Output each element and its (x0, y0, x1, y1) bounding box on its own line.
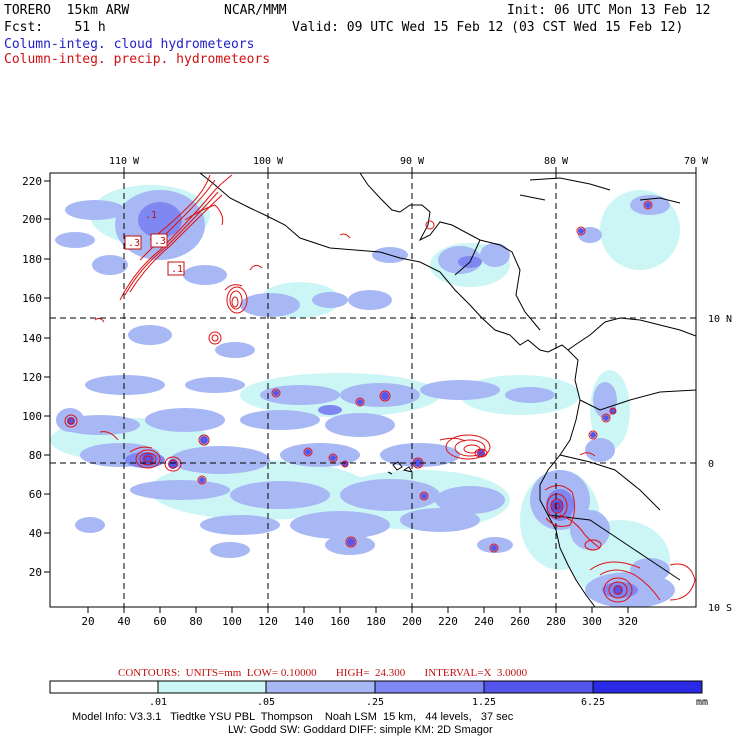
x-tick-label: 280 (546, 615, 566, 628)
x-tick-label: 120 (258, 615, 278, 628)
color-legend: .01 .05 .25 1.25 6.25 mm (49, 680, 708, 708)
lon-label-90w: 90 W (400, 156, 425, 167)
legend-unit: mm (696, 697, 708, 708)
x-tick-label: 80 (189, 615, 202, 628)
model-info-line-1: Model Info: V3.3.1 Tiedtke YSU PBL Thomp… (72, 711, 514, 723)
x-tick-label: 320 (618, 615, 638, 628)
legend-tick-label: .05 (257, 697, 275, 708)
x-tick-label: 100 (222, 615, 242, 628)
y-tick-label: 40 (29, 527, 42, 540)
x-tick-label: 60 (153, 615, 166, 628)
contour-label: .1 (145, 210, 157, 221)
model-info-line-2: LW: Godd SW: Goddard DIFF: simple KM: 2D… (228, 724, 493, 736)
org-label: NCAR/MMM (224, 3, 287, 18)
y-tick-label: 160 (22, 292, 42, 305)
legend-tick-label: 6.25 (581, 697, 605, 708)
coastlines (199, 173, 696, 607)
frame-ticks (44, 167, 697, 613)
legend-swatch-4 (483, 680, 594, 694)
x-tick-label: 140 (294, 615, 314, 628)
y-tick-label: 200 (22, 213, 42, 226)
legend-swatch-3 (374, 680, 485, 694)
y-tick-label: 100 (22, 410, 42, 423)
contour-label: .3 (154, 236, 166, 247)
legend-swatch-0 (49, 680, 159, 694)
y-tick-label: 60 (29, 488, 42, 501)
legend-swatch-2 (265, 680, 376, 694)
lon-label-80w: 80 W (544, 156, 569, 167)
x-tick-label: 220 (438, 615, 458, 628)
model-title: TORERO 15km ARW (4, 3, 130, 18)
legend-swatch-5 (592, 680, 703, 694)
forecast-hour: Fcst: 51 h (4, 20, 106, 35)
lat-label-eq: 0 (708, 459, 714, 470)
x-tick-label: 300 (582, 615, 602, 628)
x-tick-label: 180 (366, 615, 386, 628)
contour-label: .1 (171, 264, 183, 275)
valid-time: Valid: 09 UTC Wed 15 Feb 12 (03 CST Wed … (292, 20, 684, 35)
y-tick-label: 220 (22, 175, 42, 188)
legend-tick-label: 1.25 (472, 697, 496, 708)
x-tick-label: 20 (81, 615, 94, 628)
contour-label-boxes: .3 .3 .1 .1 (124, 210, 185, 276)
y-tick-label: 20 (29, 566, 42, 579)
lon-label-110w: 110 W (109, 156, 140, 167)
x-tick-label: 40 (117, 615, 130, 628)
lat-label-10n: 10 N (708, 314, 732, 325)
init-time: Init: 06 UTC Mon 13 Feb 12 (507, 3, 711, 18)
y-tick-label: 80 (29, 449, 42, 462)
y-tick-label: 140 (22, 332, 42, 345)
legend-tick-label: .25 (366, 697, 384, 708)
x-tick-label: 200 (402, 615, 422, 628)
x-tick-label: 240 (474, 615, 494, 628)
contours-info: CONTOURS: UNITS=mm LOW= 0.10000 HIGH= 24… (118, 667, 528, 679)
cloud-field-label: Column-integ. cloud hydrometeors (4, 37, 255, 52)
cloud-field (50, 185, 680, 607)
x-tick-label: 160 (330, 615, 350, 628)
lat-label-10s: 10 S (708, 603, 732, 614)
lon-label-70w: 70 W (684, 156, 709, 167)
legend-tick-label: .01 (149, 697, 167, 708)
x-tick-label: 260 (510, 615, 530, 628)
graticule (50, 173, 696, 607)
lon-label-100w: 100 W (253, 156, 284, 167)
map-frame (49, 172, 697, 608)
y-tick-label: 180 (22, 253, 42, 266)
legend-swatch-1 (157, 680, 267, 694)
precip-field-label: Column-integ. precip. hydrometeors (4, 52, 271, 67)
contour-label: .3 (128, 238, 140, 249)
y-tick-label: 120 (22, 371, 42, 384)
